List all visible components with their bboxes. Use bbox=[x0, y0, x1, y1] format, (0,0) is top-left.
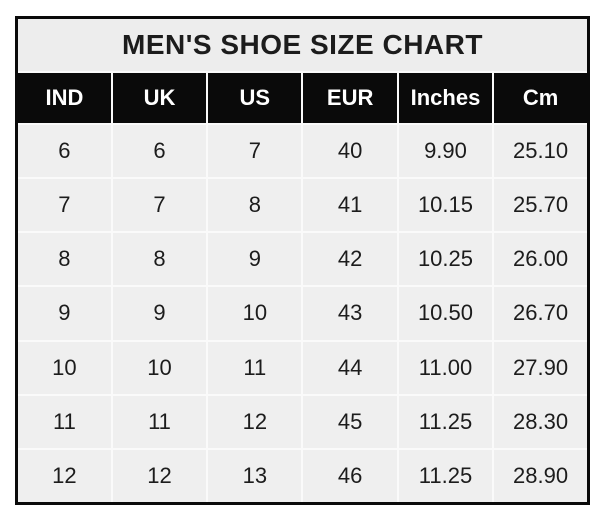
table-row: 12 12 13 46 11.25 28.90 bbox=[15, 447, 590, 505]
table-cell: 40 bbox=[301, 122, 399, 180]
table-row: 11 11 12 45 11.25 28.30 bbox=[15, 393, 590, 450]
table-cell: 28.30 bbox=[492, 393, 590, 450]
title-row: MEN'S SHOE SIZE CHART bbox=[15, 16, 590, 73]
table-cell: 26.70 bbox=[492, 285, 590, 342]
chart-title: MEN'S SHOE SIZE CHART bbox=[15, 16, 590, 73]
column-header-eur: EUR bbox=[301, 71, 399, 125]
table-cell: 7 bbox=[206, 122, 304, 180]
column-header-inches: Inches bbox=[396, 71, 495, 125]
table-cell: 10.15 bbox=[396, 177, 495, 234]
table-cell: 8 bbox=[206, 177, 304, 234]
column-header-ind: IND bbox=[15, 71, 113, 125]
table-cell: 41 bbox=[301, 177, 399, 234]
table-cell: 44 bbox=[301, 339, 399, 396]
table-cell: 11.00 bbox=[396, 339, 495, 396]
table-cell: 9 bbox=[110, 285, 209, 342]
table-row: 8 8 9 42 10.25 26.00 bbox=[15, 231, 590, 288]
table-cell: 26.00 bbox=[492, 231, 590, 288]
table-cell: 10 bbox=[110, 339, 209, 396]
table-cell: 25.70 bbox=[492, 177, 590, 234]
table-cell: 13 bbox=[206, 447, 304, 505]
header-row: IND UK US EUR Inches Cm bbox=[15, 71, 590, 125]
table-cell: 12 bbox=[110, 447, 209, 505]
table-cell: 11 bbox=[15, 393, 113, 450]
table-row: 9 9 10 43 10.50 26.70 bbox=[15, 285, 590, 342]
table-cell: 46 bbox=[301, 447, 399, 505]
table-body: 6 6 7 40 9.90 25.10 7 7 8 41 10.15 25.70 8 8 9 42 10.25 2… bbox=[15, 122, 590, 505]
table-cell: 45 bbox=[301, 393, 399, 450]
table-cell: 11.25 bbox=[396, 447, 495, 505]
table-row: 6 6 7 40 9.90 25.10 bbox=[15, 122, 590, 180]
table-cell: 6 bbox=[110, 122, 209, 180]
table-cell: 10.50 bbox=[396, 285, 495, 342]
table-cell: 12 bbox=[15, 447, 113, 505]
table-cell: 9 bbox=[206, 231, 304, 288]
table-cell: 42 bbox=[301, 231, 399, 288]
table-cell: 6 bbox=[15, 122, 113, 180]
table-cell: 8 bbox=[15, 231, 113, 288]
table-cell: 7 bbox=[15, 177, 113, 234]
table-cell: 28.90 bbox=[492, 447, 590, 505]
table-cell: 11.25 bbox=[396, 393, 495, 450]
column-header-us: US bbox=[206, 71, 304, 125]
table-row: 10 10 11 44 11.00 27.90 bbox=[15, 339, 590, 396]
table-cell: 9 bbox=[15, 285, 113, 342]
table-cell: 11 bbox=[110, 393, 209, 450]
table-cell: 11 bbox=[206, 339, 304, 396]
table-cell: 9.90 bbox=[396, 122, 495, 180]
table-row: 7 7 8 41 10.15 25.70 bbox=[15, 177, 590, 234]
table-cell: 10.25 bbox=[396, 231, 495, 288]
table-cell: 27.90 bbox=[492, 339, 590, 396]
column-header-cm: Cm bbox=[492, 71, 590, 125]
table-cell: 8 bbox=[110, 231, 209, 288]
column-header-uk: UK bbox=[110, 71, 209, 125]
table-cell: 10 bbox=[206, 285, 304, 342]
shoe-size-chart-table: MEN'S SHOE SIZE CHART IND UK US EUR Inch… bbox=[15, 16, 590, 505]
table-cell: 7 bbox=[110, 177, 209, 234]
table-cell: 12 bbox=[206, 393, 304, 450]
table-cell: 10 bbox=[15, 339, 113, 396]
table-cell: 43 bbox=[301, 285, 399, 342]
table-cell: 25.10 bbox=[492, 122, 590, 180]
